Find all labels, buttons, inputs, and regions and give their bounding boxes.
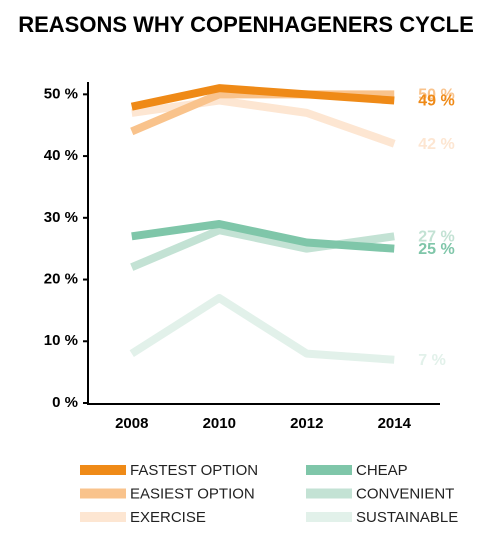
legend-swatch <box>306 465 352 475</box>
value-label: 7 % <box>418 352 446 369</box>
legend-label: EXERCISE <box>130 509 206 526</box>
series-line <box>131 219 395 253</box>
y-tick-label: 20 % <box>44 271 78 288</box>
value-label: 27 % <box>418 229 454 246</box>
series-line <box>130 84 395 111</box>
x-tick-label: 2012 <box>290 415 323 432</box>
x-tick-label: 2010 <box>203 415 236 432</box>
legend-label: FASTEST OPTION <box>130 462 258 479</box>
legend-label: SUSTAINABLE <box>356 509 458 526</box>
value-label: 49 % <box>418 93 454 110</box>
value-label: 42 % <box>418 136 454 153</box>
legend-swatch <box>80 488 126 499</box>
legend-swatch <box>306 488 352 499</box>
legend-label: CHEAP <box>356 462 408 479</box>
legend-swatch <box>80 512 126 522</box>
y-tick-label: 0 % <box>52 394 78 411</box>
y-tick-label: 40 % <box>44 147 78 164</box>
value-label: 25 % <box>418 241 454 258</box>
legend-swatch <box>80 465 126 475</box>
series-line <box>131 96 396 148</box>
legend-label: CONVENIENT <box>356 485 454 502</box>
y-tick-label: 10 % <box>44 332 78 349</box>
series-line <box>129 294 395 364</box>
legend-swatch <box>306 512 352 522</box>
x-tick-label: 2014 <box>378 415 412 432</box>
y-tick-label: 30 % <box>44 209 78 226</box>
value-label: 50 % <box>418 87 454 104</box>
legend-label: EASIEST OPTION <box>130 485 255 502</box>
chart-title: REASONS WHY COPENHAGENERS CYCLE <box>18 12 474 37</box>
y-tick-label: 50 % <box>44 85 78 102</box>
x-tick-label: 2008 <box>115 415 148 432</box>
